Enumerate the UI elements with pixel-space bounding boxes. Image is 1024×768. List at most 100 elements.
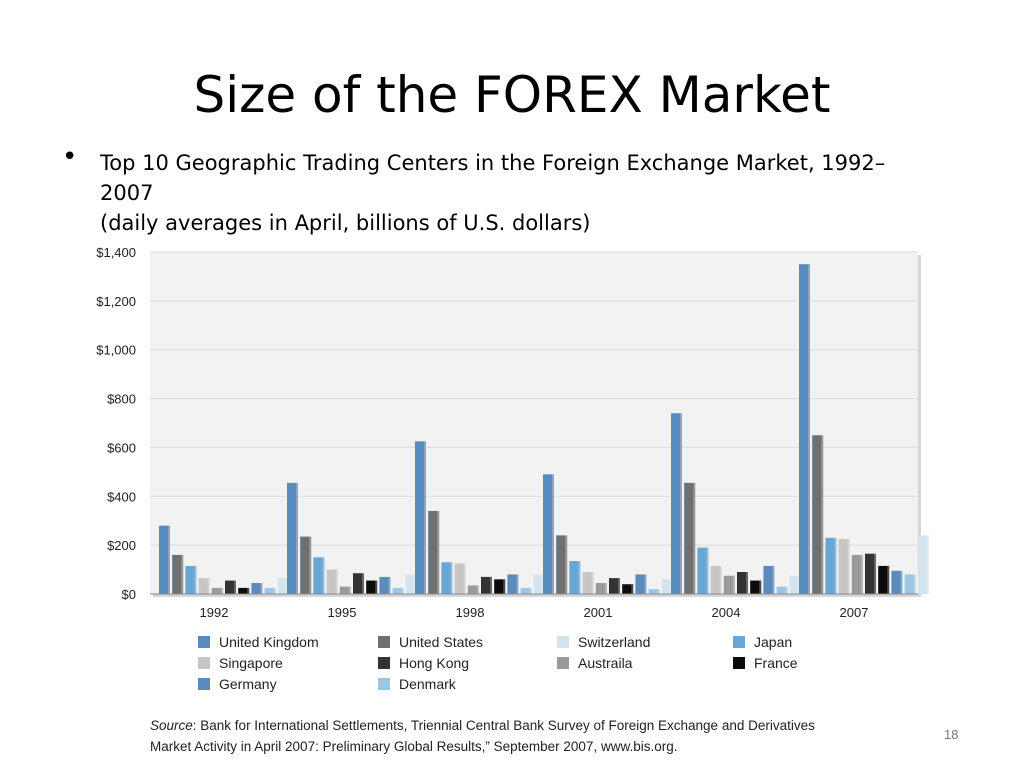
bar-highlight bbox=[490, 576, 492, 594]
bar-highlight bbox=[847, 539, 850, 594]
source-label: Source bbox=[150, 718, 193, 733]
bar bbox=[300, 536, 312, 594]
bar-highlight bbox=[335, 569, 338, 594]
bar-highlight bbox=[578, 561, 581, 594]
bar-highlight bbox=[644, 574, 647, 594]
bar bbox=[878, 565, 890, 594]
bar-highlight bbox=[657, 589, 660, 594]
bar-highlight bbox=[375, 580, 378, 594]
bar bbox=[238, 587, 250, 594]
bar bbox=[520, 587, 532, 594]
legend-label: France bbox=[754, 655, 798, 671]
bar bbox=[763, 565, 775, 594]
bar-highlight bbox=[194, 565, 197, 594]
bar-highlight bbox=[860, 554, 863, 594]
bar-highlight bbox=[618, 578, 620, 594]
bullet-text: Top 10 Geographic Trading Centers in the… bbox=[100, 148, 970, 238]
bar bbox=[251, 583, 263, 594]
bar bbox=[710, 565, 722, 594]
legend-swatch bbox=[557, 636, 569, 648]
bar bbox=[648, 589, 660, 594]
bar bbox=[556, 535, 568, 594]
bar-highlight bbox=[926, 535, 929, 594]
bar-highlight bbox=[693, 482, 696, 594]
bar bbox=[825, 537, 837, 594]
bar bbox=[891, 570, 903, 594]
y-tick-label: $800 bbox=[107, 392, 136, 407]
bar-highlight bbox=[168, 525, 170, 594]
bar-highlight bbox=[309, 536, 312, 594]
legend-swatch bbox=[733, 636, 745, 648]
bar-highlight bbox=[220, 587, 223, 594]
bullet-line: 2007 bbox=[100, 181, 154, 205]
y-tick-label: $0 bbox=[122, 587, 136, 602]
bar bbox=[776, 586, 788, 594]
plot-background bbox=[150, 252, 918, 594]
bar-highlight bbox=[424, 441, 426, 594]
bar bbox=[287, 482, 298, 594]
legend-label: Japan bbox=[754, 634, 792, 650]
bar-highlight bbox=[401, 587, 404, 594]
y-tick-label: $1,000 bbox=[96, 343, 136, 358]
bar-highlight bbox=[680, 413, 682, 594]
bullet-line: Top 10 Geographic Trading Centers in the… bbox=[100, 151, 886, 175]
bar-highlight bbox=[463, 563, 466, 594]
bar bbox=[838, 539, 850, 594]
bar bbox=[494, 579, 506, 594]
bar-highlight bbox=[631, 584, 634, 594]
bar bbox=[264, 587, 276, 594]
bar bbox=[697, 547, 709, 594]
bar bbox=[622, 584, 634, 594]
legend-label: Austraila bbox=[578, 655, 633, 671]
x-tick-label: 1995 bbox=[328, 605, 357, 620]
bar-highlight bbox=[604, 583, 607, 594]
x-tick-label: 2001 bbox=[584, 605, 613, 620]
bar bbox=[159, 525, 170, 594]
bar-highlight bbox=[732, 575, 735, 594]
bar bbox=[865, 553, 876, 594]
source-line: Source: Bank for International Settlemen… bbox=[150, 715, 850, 736]
bar bbox=[671, 413, 682, 594]
bar bbox=[684, 482, 696, 594]
page-title: Size of the FOREX Market bbox=[193, 66, 831, 124]
bar bbox=[507, 574, 519, 594]
bar-highlight bbox=[821, 435, 824, 594]
bar bbox=[339, 586, 351, 594]
x-tick-label: 2007 bbox=[840, 605, 869, 620]
bar-highlight bbox=[348, 586, 351, 594]
bar-highlight bbox=[759, 580, 762, 594]
bar bbox=[737, 572, 748, 594]
bar bbox=[392, 587, 404, 594]
bar-highlight bbox=[565, 535, 568, 594]
bar-highlight bbox=[719, 565, 722, 594]
bar bbox=[582, 572, 594, 594]
bar-highlight bbox=[296, 482, 298, 594]
y-tick-label: $200 bbox=[107, 538, 136, 553]
bar-highlight bbox=[808, 264, 810, 594]
bar-highlight bbox=[516, 574, 519, 594]
bar-highlight bbox=[834, 537, 837, 594]
bar-highlight bbox=[388, 576, 391, 594]
bar-highlight bbox=[322, 557, 325, 594]
bar bbox=[379, 576, 391, 594]
bar bbox=[467, 585, 479, 594]
bar bbox=[723, 575, 735, 594]
legend-label: Hong Kong bbox=[399, 655, 469, 671]
bar bbox=[661, 579, 673, 594]
legend-swatch bbox=[378, 657, 390, 669]
bar-highlight bbox=[234, 580, 236, 594]
page-number: 18 bbox=[944, 727, 959, 742]
source-note: Source: Bank for International Settlemen… bbox=[150, 715, 850, 757]
bar-highlight bbox=[887, 565, 890, 594]
bar bbox=[812, 435, 824, 594]
bar-highlight bbox=[772, 565, 775, 594]
x-tick-label: 1998 bbox=[456, 605, 485, 620]
bar-highlight bbox=[552, 474, 554, 594]
bar bbox=[366, 580, 378, 594]
bar-highlight bbox=[706, 547, 709, 594]
bullet-icon: • bbox=[62, 142, 78, 172]
legend-swatch bbox=[378, 678, 390, 690]
legend-label: United States bbox=[399, 634, 483, 650]
bar bbox=[277, 578, 289, 594]
